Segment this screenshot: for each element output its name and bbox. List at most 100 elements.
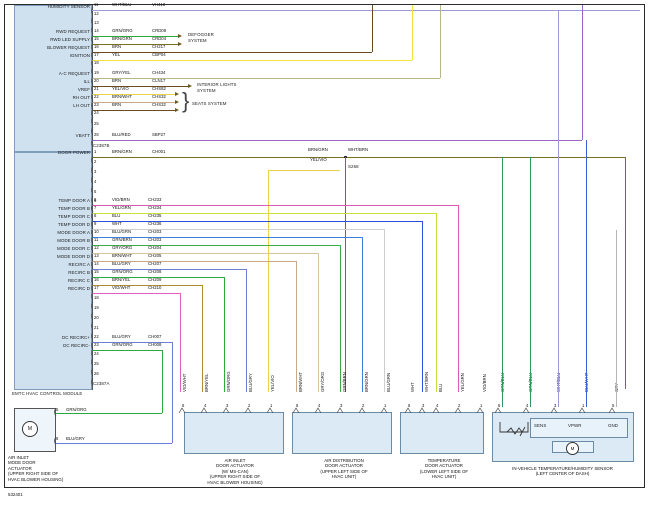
wire-door-power [92, 157, 360, 158]
circuit-code: CH235 [148, 213, 162, 218]
wire-gry-yel-riser [440, 5, 441, 78]
pin-number: 10 [94, 229, 99, 234]
wire-recirc-d [92, 293, 180, 294]
wire-color: BRN/WHT [112, 253, 133, 258]
sensor-inner-box [530, 418, 628, 438]
wire-recirc-a-drop [246, 269, 247, 392]
connector-id-lower: C2387A [93, 381, 110, 386]
destination-interior-lights-line2: SYSTEM [197, 88, 216, 93]
box3-pin-1: 1 [480, 403, 483, 408]
pin-number: 25 [94, 121, 99, 126]
signal-label: TEMP DOOR B [58, 206, 90, 211]
wire-splice-top [360, 157, 625, 158]
actuator-left-wire-2: BLU/GRY [66, 436, 85, 441]
wire-mode-door-a [92, 237, 362, 238]
wire-mode-door-b-drop [340, 245, 341, 392]
box2-pin-6: 6 [296, 403, 299, 408]
signal-label: LH OUT [73, 103, 90, 108]
v-wire-blu-grn: BLU/GRN [386, 372, 391, 392]
circuit-code: CBP04 [152, 52, 166, 57]
box1-pin-6: 6 [182, 403, 185, 408]
wire-grn-blu-drop-2 [530, 157, 531, 407]
signal-label: MODE DOOR B [57, 238, 90, 243]
box4-pin-6: 6 [498, 403, 501, 408]
wire-brn-wht-rh [92, 102, 175, 103]
wire-color: BLU/RED [112, 132, 131, 137]
signal-label: RWD REQUEST [56, 29, 90, 34]
box3-pin-4: 4 [436, 403, 439, 408]
pin-number: 8 [94, 213, 97, 218]
wire-blu-wht-drop [586, 140, 587, 407]
wire-color: GRN/ORG [112, 269, 133, 274]
v-wire-brn-yel: BRN/YEL [204, 373, 209, 392]
actuator-left-pin-2: 6 [56, 436, 59, 441]
wire-color: BRN [112, 44, 122, 49]
wire-mode-door-b [92, 245, 340, 246]
device-box-4-caption: IN-VEHICLE TEMPERATURE/HUMIDITY SENSOR (… [512, 466, 613, 477]
pin-number: 12 [94, 11, 99, 16]
device-box-air-inlet-actuator [184, 412, 284, 454]
wire-recirc-d-drop [180, 293, 181, 392]
box4-pin-1: 1 [582, 403, 585, 408]
wire-temp-door-c-drop [422, 221, 423, 392]
wire-mode-door-d [92, 261, 296, 262]
signal-label: TEMP DOOR D [58, 222, 90, 227]
wire-color: WHT [112, 221, 122, 226]
device-box-air-distribution-actuator [292, 412, 392, 454]
destination-defogger-line2: SYSTEM [188, 38, 207, 43]
signal-label: RECIRC C [67, 278, 90, 283]
wire-color: BRN/WHT [112, 94, 133, 99]
wire-color: BRN/GRN [112, 149, 132, 154]
wire-color: BRN [112, 102, 122, 107]
circuit-code: CH203 [148, 237, 162, 242]
wire-temp-door-a-drop [458, 205, 459, 392]
wire-recirc-a [92, 269, 246, 270]
wire-dc-recirc-plus-riser [172, 342, 173, 443]
pin-number: 11 [94, 237, 99, 242]
wire-grn-org [92, 36, 178, 37]
box4-pin-4: 4 [526, 403, 529, 408]
pin-number: 15 [94, 36, 99, 41]
circuit-code: CHS32 [152, 102, 166, 107]
wire-dc-recirc-minus-riser [162, 350, 163, 413]
wire-color: BLU/GRN [112, 229, 132, 234]
wire-color: GRY/YEL [112, 70, 131, 75]
pin-number: 7 [94, 205, 97, 210]
destination-defogger: DEFOGGER [188, 32, 214, 37]
pin-number: 20 [94, 315, 99, 320]
v-wire-yel-vio: YEL/VIO [270, 375, 275, 392]
v-wire-wht-brn: WHT/BRN [424, 371, 429, 392]
circuit-code: CH205 [148, 253, 162, 258]
v-wire-grn-brn: GRN/BRN [342, 372, 347, 392]
pin-number: 8 [94, 197, 97, 202]
pin-number: 22 [94, 334, 99, 339]
pin-number: 17 [94, 52, 99, 57]
wire-mode-door-a-drop [362, 237, 363, 392]
wire-color: BLU/GRY [112, 334, 131, 339]
pin-number: 16 [94, 277, 99, 282]
splice-node [344, 155, 347, 159]
box4-pin-5: 5 [612, 403, 615, 408]
wire-color: BRN/YEL [112, 277, 131, 282]
wire-recirc-c [92, 285, 202, 286]
wire-recirc-c-drop [202, 285, 203, 392]
wire-color: YEL/VIO [112, 86, 129, 91]
wire-color: GRN/ORG [112, 28, 133, 33]
v-wire-vio-wht: VIO/WHT [182, 373, 187, 392]
circuit-code: CH233 [148, 197, 162, 202]
seats-brace: } [182, 88, 190, 113]
pin-number: 12 [94, 245, 99, 250]
circuit-code: CH208 [148, 269, 162, 274]
wire-color: YEL/GRN [112, 205, 131, 210]
device-box-temperature-actuator [400, 412, 484, 454]
pin-number: 15 [94, 269, 99, 274]
circuit-code: CH007 [148, 334, 162, 339]
wire-temp-door-c [92, 221, 422, 222]
wire-temp-door-d-drop [384, 229, 385, 392]
v-wire-blu-gry: BLU/GRY [248, 373, 253, 392]
module-connector-lower [14, 152, 92, 390]
wire-color: YEL [112, 52, 121, 57]
wire-mode-door-d-drop [296, 261, 297, 392]
signal-label: MODE DOOR D [56, 254, 90, 259]
motor-symbol-sensor: M [566, 442, 579, 455]
